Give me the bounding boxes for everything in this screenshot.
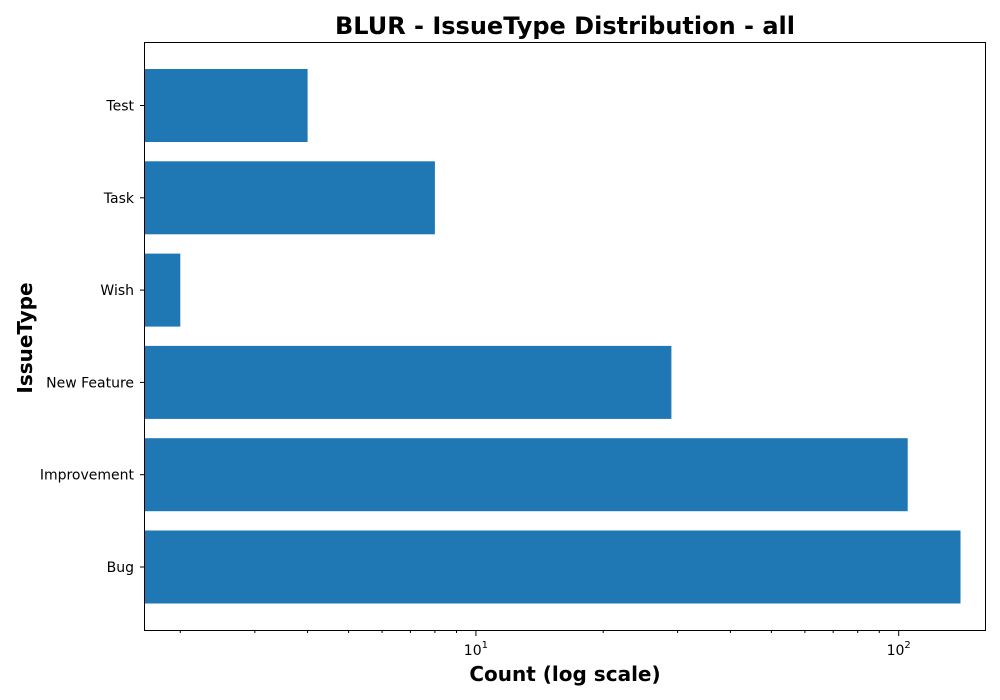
- chart-title: BLUR - IssueType Distribution - all: [335, 12, 795, 40]
- y-tick-label-test: Test: [105, 99, 134, 115]
- bar-bug: [145, 530, 961, 604]
- bars-layer: [145, 69, 961, 604]
- y-tick-label-improvement: Improvement: [40, 468, 135, 484]
- bar-task: [145, 161, 435, 235]
- bar-new-feature: [145, 345, 672, 419]
- x-tick-label-10: 101: [464, 640, 488, 659]
- bar-test: [145, 69, 308, 142]
- bar-wish: [145, 253, 181, 327]
- plot-frame: [144, 42, 986, 631]
- bar-improvement: [145, 438, 908, 512]
- y-axis-ticks: Bug Improvement New Feature Wish Task Test: [40, 99, 145, 576]
- x-axis-ticks: 101 102: [179, 630, 911, 659]
- y-axis-label: IssueType: [13, 282, 37, 393]
- x-axis-label: Count (log scale): [469, 662, 660, 686]
- y-tick-label-wish: Wish: [100, 283, 134, 299]
- y-tick-label-bug: Bug: [107, 560, 134, 576]
- y-tick-label-new-feature: New Feature: [46, 375, 134, 391]
- y-tick-label-task: Task: [103, 191, 135, 207]
- x-tick-label-100: 102: [887, 640, 911, 659]
